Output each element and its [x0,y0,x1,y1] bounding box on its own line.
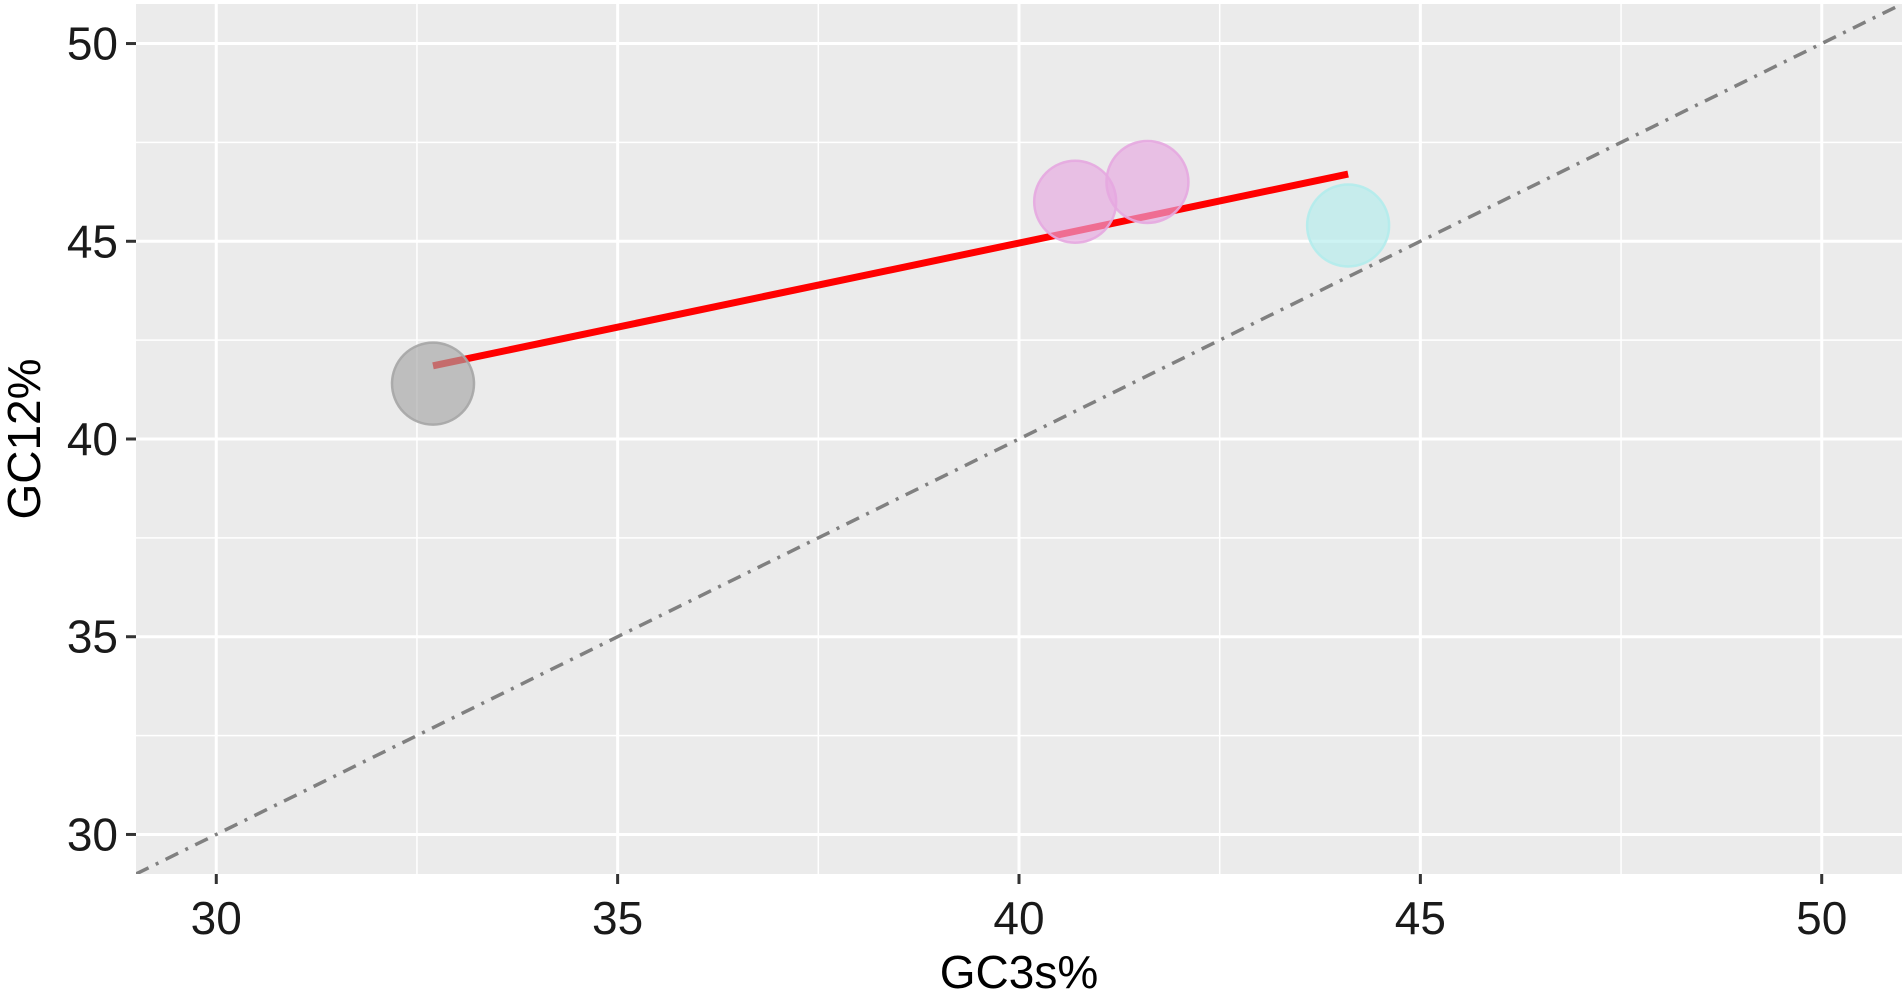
grid [136,4,1902,874]
regression-line [432,170,1349,370]
x-tick-label: 30 [191,892,242,944]
reference-line-y-equals-x [136,4,1902,874]
y-tick-label: 40 [67,413,118,465]
y-tick-label: 35 [67,611,118,663]
data-point [1305,183,1391,268]
y-axis-title: GC12% [0,358,50,519]
data-point [1032,159,1118,244]
y-tick-label: 45 [67,215,118,267]
data-point [390,341,476,426]
x-tick-label: 50 [1796,892,1847,944]
y-tick-label: 30 [67,808,118,860]
x-tick-label: 45 [1395,892,1446,944]
y-tick-label: 50 [67,18,118,70]
x-tick-label: 40 [993,892,1044,944]
x-axis-title: GC3s% [940,946,1098,992]
data-point [1105,139,1190,225]
x-tick-label: 35 [592,892,643,944]
